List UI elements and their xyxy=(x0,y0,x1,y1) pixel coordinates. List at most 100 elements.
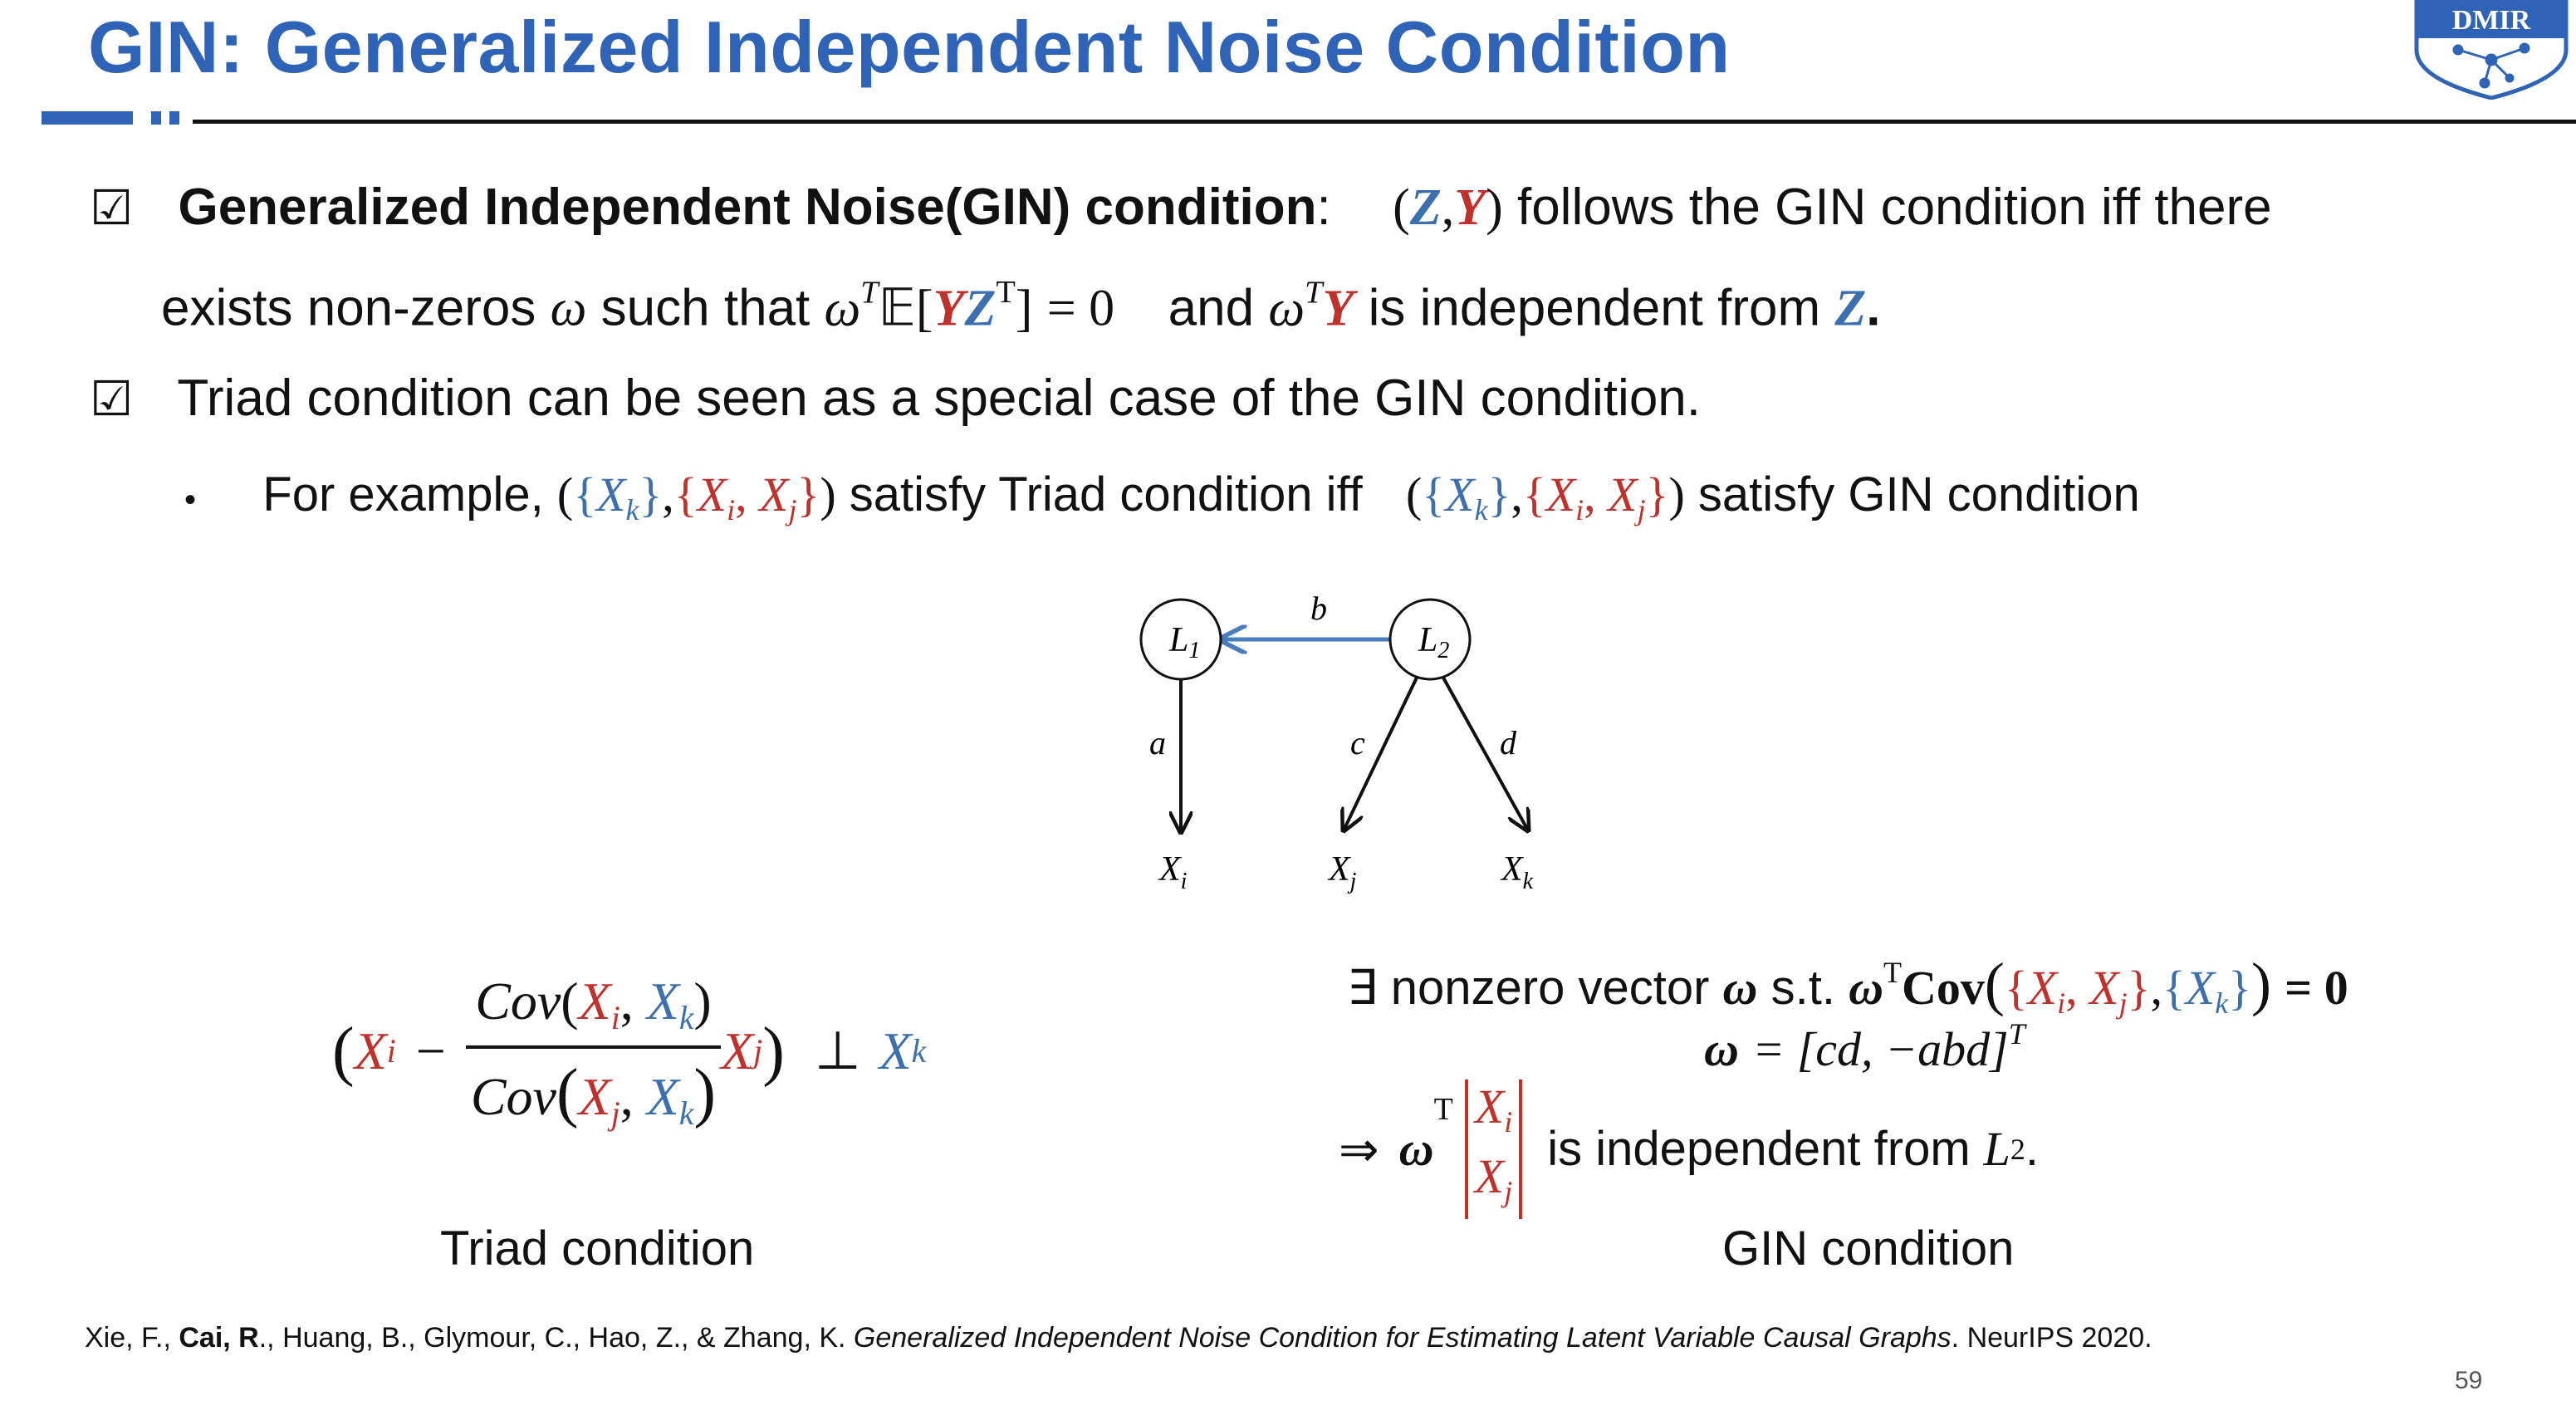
equals-zero: = 0 xyxy=(1046,280,1115,337)
subscript: j xyxy=(610,1094,620,1132)
bullet-text: is independent from xyxy=(1368,279,1821,337)
subscript: k xyxy=(678,999,694,1036)
var-x: X xyxy=(578,1066,611,1126)
gin-term: Generalized Independent Noise(GIN) condi… xyxy=(178,179,1317,236)
equals-zero: = 0 xyxy=(2285,961,2348,1015)
denominator: Cov(Xj, Xk) xyxy=(470,1055,717,1132)
edge-label-b: b xyxy=(1310,590,1327,627)
subscript: j xyxy=(753,1033,763,1070)
subscript: i xyxy=(2057,986,2066,1020)
subscript: k xyxy=(678,1094,694,1132)
edge-label-d: d xyxy=(1500,724,1517,761)
node-l1 xyxy=(1139,598,1222,681)
var-z: Z xyxy=(964,280,997,337)
subscript: i xyxy=(1575,492,1584,526)
subscript: k xyxy=(911,1033,927,1070)
title-underline-bar xyxy=(42,111,133,125)
numerator: Cov(Xi, Xk) xyxy=(475,971,712,1036)
gin-text: ∃ nonzero vector xyxy=(1347,961,1710,1015)
node-subscript: k xyxy=(1523,869,1534,894)
node-xi: X xyxy=(1158,850,1183,889)
subscript: k xyxy=(625,492,639,526)
bullet-text: such that xyxy=(600,279,811,337)
var-x: X xyxy=(646,1066,679,1126)
var-x: X xyxy=(759,468,789,521)
subscript: i xyxy=(1504,1104,1513,1138)
var-x: X xyxy=(1474,1148,1505,1203)
dmir-logo: DMIR xyxy=(2414,0,2569,100)
colon: : xyxy=(1316,179,1331,236)
bullet-text: exists non-zeros xyxy=(161,279,536,337)
node-subscript: j xyxy=(1348,869,1357,894)
var-x: X xyxy=(1474,1080,1505,1133)
period: . xyxy=(2025,1122,2040,1177)
checkbox-icon: ☑ xyxy=(90,179,133,236)
node-subscript: 1 xyxy=(1188,638,1200,663)
node-xk: X xyxy=(1500,850,1525,889)
edge-d xyxy=(1442,677,1528,830)
logo-text: DMIR xyxy=(2452,5,2531,36)
omega: ω xyxy=(1704,1021,1739,1076)
edge-c xyxy=(1344,677,1418,830)
bullet-gin-definition: ☑ Generalized Independent Noise(GIN) con… xyxy=(90,179,2272,236)
title-underline-dot xyxy=(169,111,179,125)
subscript: i xyxy=(610,999,620,1036)
bullet-text: and xyxy=(1168,279,1255,337)
independence-symbol: ⊥ xyxy=(814,1021,861,1080)
ref-author-highlight: Cai, R xyxy=(179,1322,259,1354)
svg-text:L2: L2 xyxy=(1418,621,1449,663)
gin-text: s.t. xyxy=(1770,961,1835,1015)
node-l2 xyxy=(1388,598,1472,681)
transpose: T xyxy=(2008,1017,2025,1050)
edge-label-a: a xyxy=(1149,724,1166,761)
ref-text: ., Huang, B., Glymour, C., Hao, Z., & Zh… xyxy=(258,1322,854,1354)
var-x: X xyxy=(1545,468,1576,521)
node-label: L xyxy=(1168,621,1188,659)
transpose: T xyxy=(1883,956,1903,990)
omega: ω xyxy=(550,280,587,337)
bullet-gin-definition-cont: exists non-zeros ω such that ωT𝔼[YZT] = … xyxy=(161,275,1881,337)
var-l: L xyxy=(1983,1122,2010,1177)
subscript: i xyxy=(386,1033,396,1070)
node-subscript: 2 xyxy=(1437,638,1449,663)
checkbox-icon: ☑ xyxy=(90,370,133,427)
vector-xi-xj: Xi Xj xyxy=(1464,1080,1523,1219)
bullet-text: satisfy GIN condition xyxy=(1697,468,2140,521)
fraction: Cov(Xi, Xk) Cov(Xj, Xk) xyxy=(465,971,722,1133)
gin-formula-line1: ∃ nonzero vector ω s.t. ωTCov({Xi, Xj},{… xyxy=(1347,951,2348,1020)
var-x: X xyxy=(2185,961,2216,1015)
svg-text:Xj: Xj xyxy=(1327,850,1357,894)
subscript: j xyxy=(788,492,797,526)
ref-paper-title: Generalized Independent Noise Condition … xyxy=(853,1322,1952,1354)
reference-citation: Xie, F., Cai, R., Huang, B., Glymour, C.… xyxy=(85,1322,2152,1354)
var-y: Y xyxy=(1322,280,1354,337)
bullet-text: follows the GIN condition iff there xyxy=(1516,179,2272,236)
ref-text: . NeurIPS 2020. xyxy=(1951,1322,2152,1354)
fraction-bar xyxy=(465,1045,722,1049)
pair-open: ( xyxy=(1393,179,1410,236)
node-subscript: i xyxy=(1181,869,1188,894)
var-x: X xyxy=(2089,961,2119,1015)
cov-text: Cov xyxy=(470,1066,556,1126)
var-x: X xyxy=(354,1021,387,1080)
subscript: j xyxy=(1637,492,1646,526)
title-underline-dot xyxy=(151,111,161,125)
var-x: X xyxy=(2027,961,2058,1015)
var-x: X xyxy=(721,1021,754,1080)
var-y: Y xyxy=(1454,179,1486,236)
var-z: Z xyxy=(1834,280,1867,337)
gin-caption: GIN condition xyxy=(1722,1222,2015,1275)
var-x: X xyxy=(1445,468,1475,521)
omega-value: = [cd, −abd] xyxy=(1752,1021,2009,1076)
page-title: GIN: Generalized Independent Noise Condi… xyxy=(88,6,1731,88)
var-x: X xyxy=(578,971,611,1031)
bullet-text: Triad condition can be seen as a special… xyxy=(177,370,1702,427)
omega: ω xyxy=(1268,280,1305,337)
svg-text:Xk: Xk xyxy=(1500,850,1534,894)
ref-text: Xie, F., xyxy=(85,1322,179,1354)
subscript: 2 xyxy=(2010,1132,2025,1166)
subscript: i xyxy=(727,492,736,526)
var-x: X xyxy=(697,468,727,521)
